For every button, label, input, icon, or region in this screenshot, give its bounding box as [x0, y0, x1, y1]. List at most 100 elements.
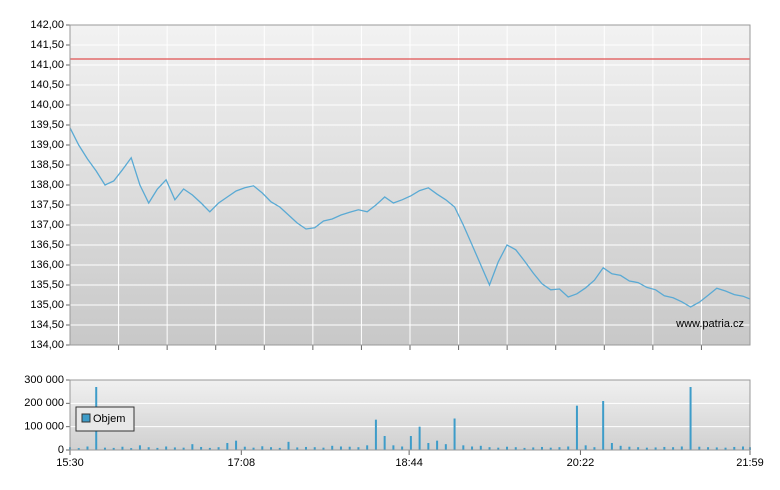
volume-bar	[278, 447, 281, 450]
y-tick-label: 139,00	[30, 139, 64, 151]
volume-bar	[130, 448, 133, 450]
volume-bar	[322, 447, 325, 450]
volume-bar	[471, 446, 474, 450]
volume-bar	[584, 445, 587, 450]
volume-bar	[208, 447, 211, 450]
x-tick-label: 20:22	[567, 457, 595, 469]
x-tick-label: 15:30	[56, 457, 84, 469]
x-tick-label: 17:08	[228, 457, 256, 469]
y-tick-label: 134,50	[30, 319, 64, 331]
y-tick-label: 142,00	[30, 19, 64, 31]
volume-bar	[637, 447, 640, 450]
volume-bar	[383, 436, 386, 450]
volume-bar	[436, 440, 439, 450]
volume-bar	[654, 447, 657, 450]
volume-bar	[261, 446, 264, 450]
y-tick-label: 137,50	[30, 199, 64, 211]
volume-bar	[497, 447, 500, 450]
volume-bar	[619, 445, 622, 450]
volume-bar	[698, 446, 701, 450]
volume-bar	[156, 447, 159, 450]
y-tick-label: 300 000	[24, 374, 64, 386]
volume-bar	[270, 447, 273, 450]
volume-bar	[575, 405, 578, 450]
y-tick-label: 141,00	[30, 59, 64, 71]
volume-bar	[514, 447, 517, 450]
y-tick-label: 138,00	[30, 179, 64, 191]
volume-bar	[672, 447, 675, 450]
volume-bar	[733, 446, 736, 450]
volume-bar	[453, 418, 456, 450]
volume-bar	[200, 446, 203, 450]
volume-bar	[287, 441, 290, 450]
y-tick-label: 138,50	[30, 159, 64, 171]
panel-frame	[69, 379, 751, 451]
y-tick-label: 136,50	[30, 239, 64, 251]
volume-bar	[392, 445, 395, 450]
volume-bar	[112, 447, 115, 450]
volume-bar	[235, 440, 238, 450]
volume-bar	[165, 446, 168, 450]
volume-bar	[374, 419, 377, 450]
volume-bar	[593, 447, 596, 450]
volume-bar	[689, 387, 692, 450]
volume-bar	[243, 446, 246, 450]
x-tick-label: 21:59	[736, 457, 764, 469]
y-tick-label: 0	[58, 444, 64, 456]
y-tick-label: 140,50	[30, 79, 64, 91]
volume-bar	[628, 446, 631, 450]
volume-bar	[549, 447, 552, 450]
y-tick-label: 134,00	[30, 339, 64, 351]
y-tick-label: 135,50	[30, 279, 64, 291]
volume-bar	[602, 401, 605, 450]
volume-bar	[173, 447, 176, 450]
volume-bar	[707, 447, 710, 450]
volume-bar	[191, 444, 194, 450]
x-tick-label: 18:44	[395, 457, 423, 469]
volume-bar	[348, 446, 351, 450]
volume-bar	[558, 447, 561, 450]
y-tick-label: 137,00	[30, 219, 64, 231]
volume-bar	[610, 443, 613, 450]
y-tick-label: 136,00	[30, 259, 64, 271]
volume-bar	[331, 445, 334, 450]
y-tick-label: 141,50	[30, 39, 64, 51]
volume-bar	[304, 446, 307, 450]
volume-bar	[462, 445, 465, 450]
volume-bar	[217, 447, 220, 450]
volume-bar	[77, 448, 80, 450]
y-tick-label: 135,00	[30, 299, 64, 311]
volume-bar	[444, 444, 447, 450]
volume-bar	[506, 446, 509, 450]
volume-bar	[121, 446, 124, 450]
volume-bar	[296, 447, 299, 450]
volume-bar	[532, 447, 535, 450]
volume-bar	[418, 426, 421, 450]
y-tick-label: 200 000	[24, 397, 64, 409]
price-line	[69, 127, 751, 308]
volume-bar	[715, 447, 718, 450]
panel-frame	[69, 24, 751, 346]
volume-bar	[540, 446, 543, 450]
volume-bar	[366, 445, 369, 450]
volume-bar	[427, 443, 430, 450]
volume-bar	[663, 446, 666, 450]
volume-bar	[252, 447, 255, 450]
volume-bar	[339, 446, 342, 450]
legend-swatch	[81, 413, 91, 423]
volume-bar	[724, 447, 727, 450]
volume-bar	[479, 445, 482, 450]
volume-bar	[488, 447, 491, 450]
volume-bar	[182, 447, 185, 450]
y-tick-label: 100 000	[24, 421, 64, 433]
volume-bar	[357, 447, 360, 450]
volume-bar	[138, 445, 141, 450]
y-tick-label: 140,00	[30, 99, 64, 111]
volume-bar	[226, 443, 229, 450]
volume-bar	[680, 446, 683, 450]
volume-bar	[742, 446, 745, 450]
volume-bar	[313, 447, 316, 450]
volume-bar	[409, 436, 412, 450]
volume-bar	[645, 447, 648, 450]
